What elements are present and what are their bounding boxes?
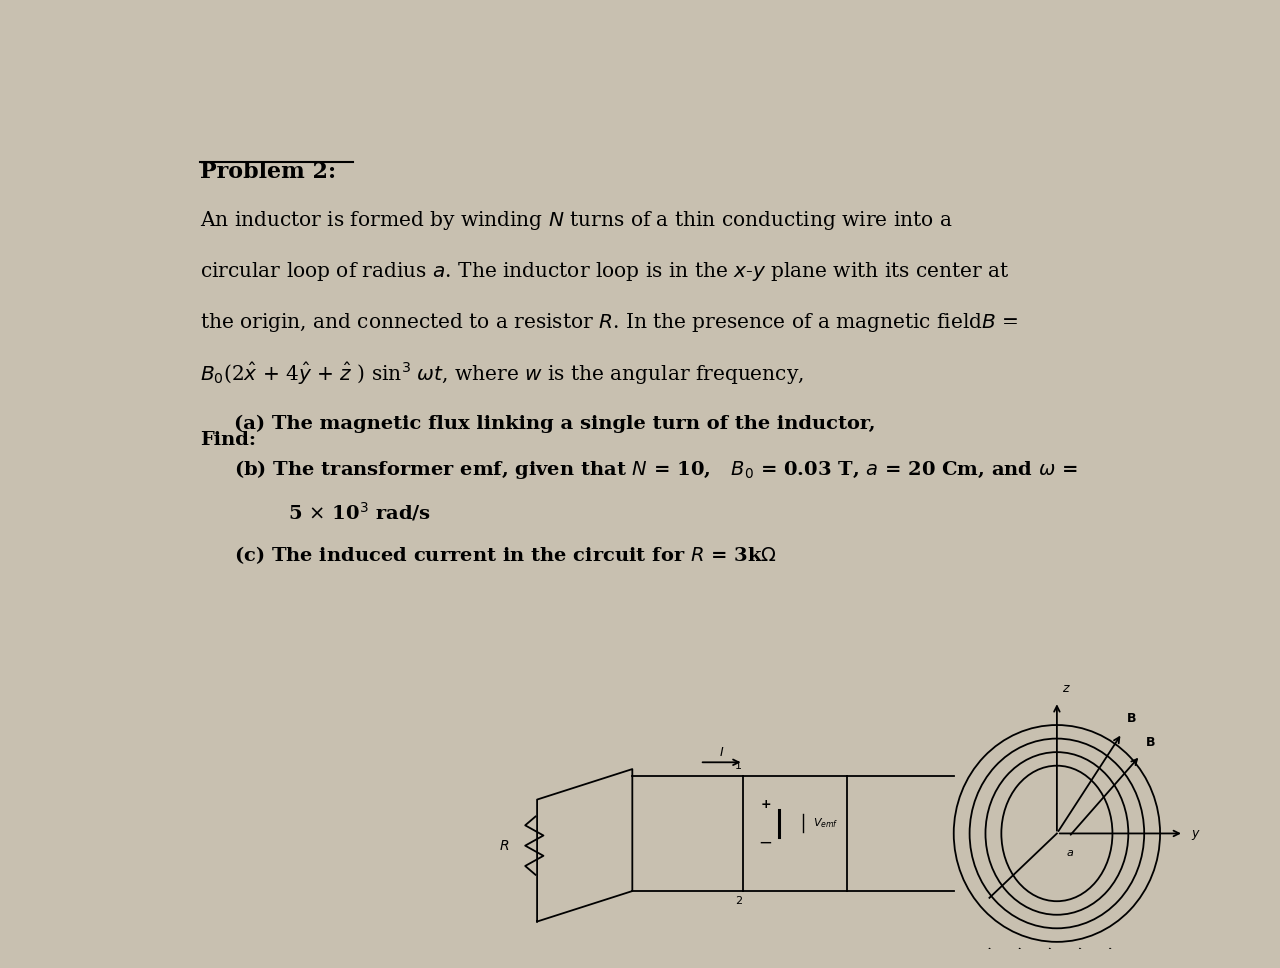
Text: B: B [1126,712,1137,725]
Text: (c) The induced current in the circuit for $\mathit{R}$ = 3k$\Omega$: (c) The induced current in the circuit f… [234,544,777,566]
Text: $\mathit{R}$: $\mathit{R}$ [499,838,509,853]
Text: circular loop of radius $\mathit{a}$. The inductor loop is in the $\mathit{x}$-$: circular loop of radius $\mathit{a}$. Th… [200,260,1009,283]
Text: (b) The transformer emf, given that $\mathit{N}$ = 10,   $\mathit{B_0}$ = 0.03 T: (b) The transformer emf, given that $\ma… [234,458,1078,480]
Text: z: z [1061,681,1068,695]
Text: +: + [760,799,771,811]
Text: $\mathit{B_0}$(2$\hat{x}$ + 4$\hat{y}$ + $\hat{z}$ ) sin$^3$ $\omega$$\mathit{t}: $\mathit{B_0}$(2$\hat{x}$ + 4$\hat{y}$ +… [200,361,804,387]
Text: a: a [1066,848,1074,859]
Text: the origin, and connected to a resistor $\mathit{R}$. In the presence of a magne: the origin, and connected to a resistor … [200,311,1018,334]
Text: (a) The magnetic flux linking a single turn of the inductor,: (a) The magnetic flux linking a single t… [234,414,876,433]
Text: 2: 2 [735,895,742,906]
Text: $\mathit{I}$: $\mathit{I}$ [718,745,724,759]
Text: y: y [1192,827,1199,840]
Text: Find:: Find: [200,431,256,449]
Text: −: − [759,833,773,851]
Text: 5 $\times$ 10$^3$ rad/s: 5 $\times$ 10$^3$ rad/s [234,500,431,524]
Text: $V_{emf}$: $V_{emf}$ [813,816,838,831]
Text: Problem 2:: Problem 2: [200,161,335,183]
Text: An inductor is formed by winding $\mathit{N}$ turns of a thin conducting wire in: An inductor is formed by winding $\mathi… [200,209,952,232]
Text: B: B [1146,736,1156,749]
Text: 1: 1 [735,761,742,771]
